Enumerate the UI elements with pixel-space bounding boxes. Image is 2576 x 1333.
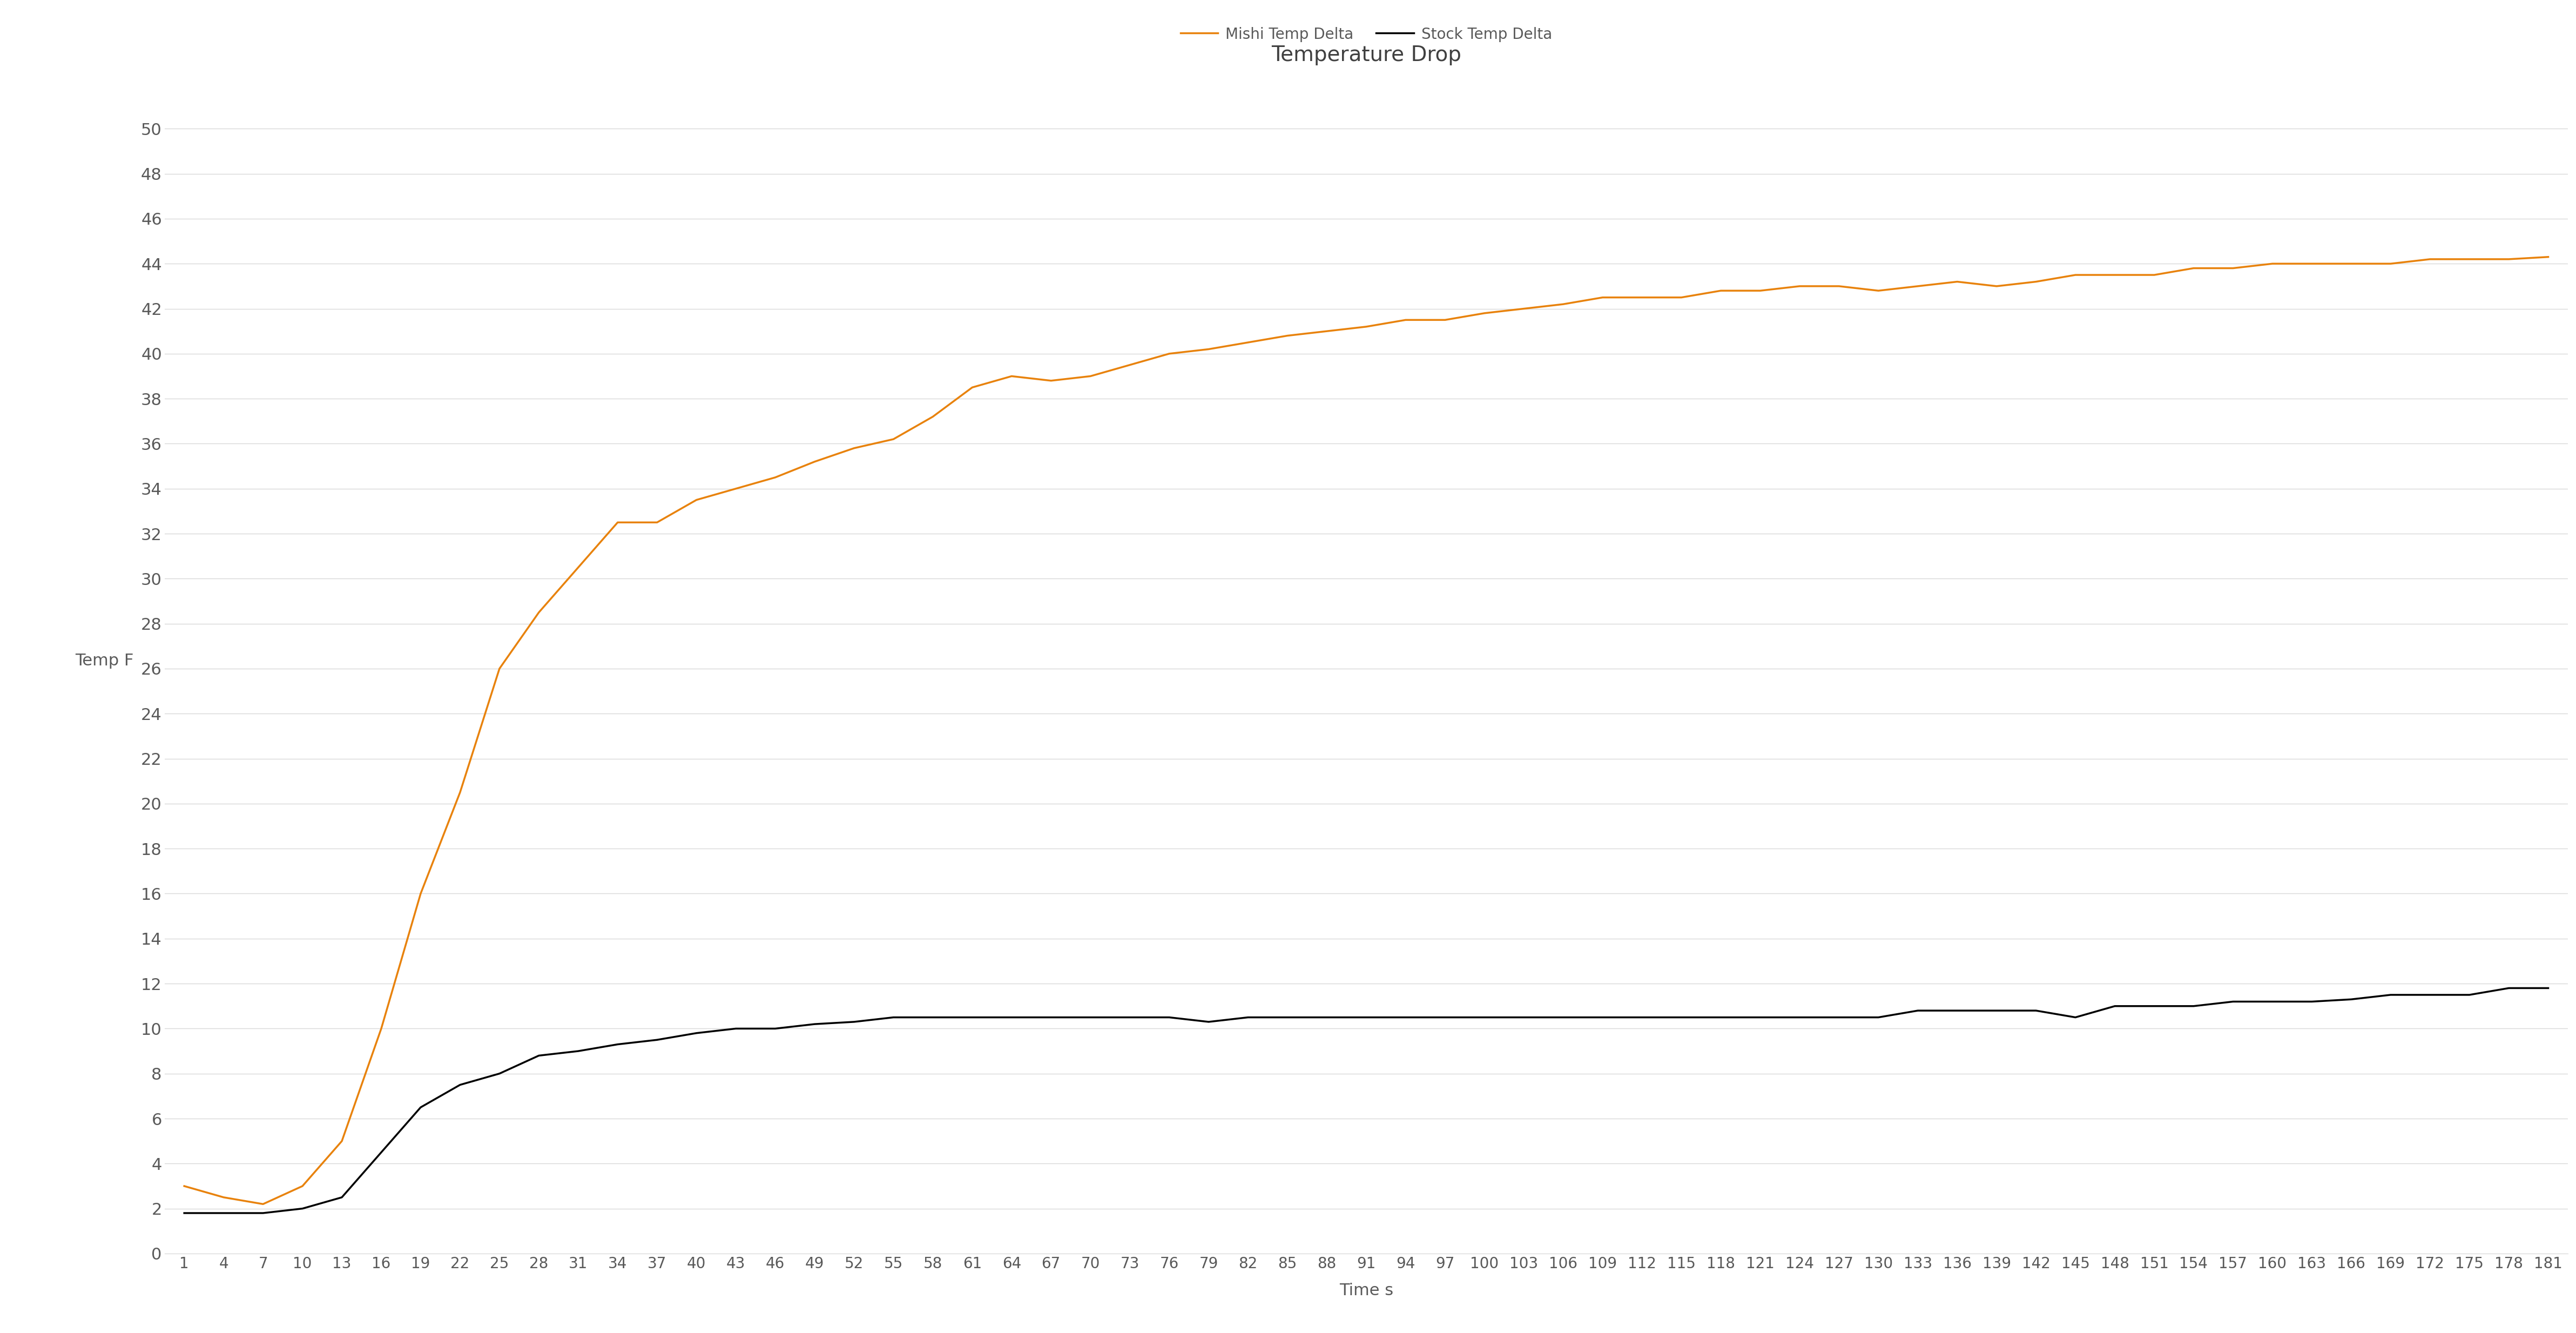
Mishi Temp Delta — [1036, 373, 1066, 389]
Stock Temp Delta — [2532, 980, 2563, 996]
Y-axis label: Temp F: Temp F — [75, 653, 134, 669]
Mishi Temp Delta — [1468, 305, 1499, 321]
Mishi Temp Delta — [170, 1178, 201, 1194]
Stock Temp Delta — [170, 1205, 201, 1221]
Stock Temp Delta — [2494, 980, 2524, 996]
X-axis label: Time s: Time s — [1340, 1282, 1394, 1298]
Line: Mishi Temp Delta: Mishi Temp Delta — [185, 257, 2548, 1204]
Stock Temp Delta — [2218, 993, 2249, 1009]
Mishi Temp Delta — [1625, 289, 1656, 305]
Mishi Temp Delta — [2257, 256, 2287, 272]
Stock Temp Delta — [1587, 1009, 1618, 1025]
Mishi Temp Delta — [247, 1196, 278, 1212]
Mishi Temp Delta — [2532, 249, 2563, 265]
Title: Temperature Drop: Temperature Drop — [1270, 45, 1461, 65]
Stock Temp Delta — [1430, 1009, 1461, 1025]
Stock Temp Delta — [997, 1009, 1028, 1025]
Stock Temp Delta — [641, 1032, 672, 1048]
Mishi Temp Delta — [680, 492, 711, 508]
Line: Stock Temp Delta: Stock Temp Delta — [185, 988, 2548, 1213]
Mishi Temp Delta — [760, 469, 791, 485]
Stock Temp Delta — [721, 1021, 752, 1037]
Legend: Mishi Temp Delta, Stock Temp Delta: Mishi Temp Delta, Stock Temp Delta — [1180, 27, 1551, 43]
